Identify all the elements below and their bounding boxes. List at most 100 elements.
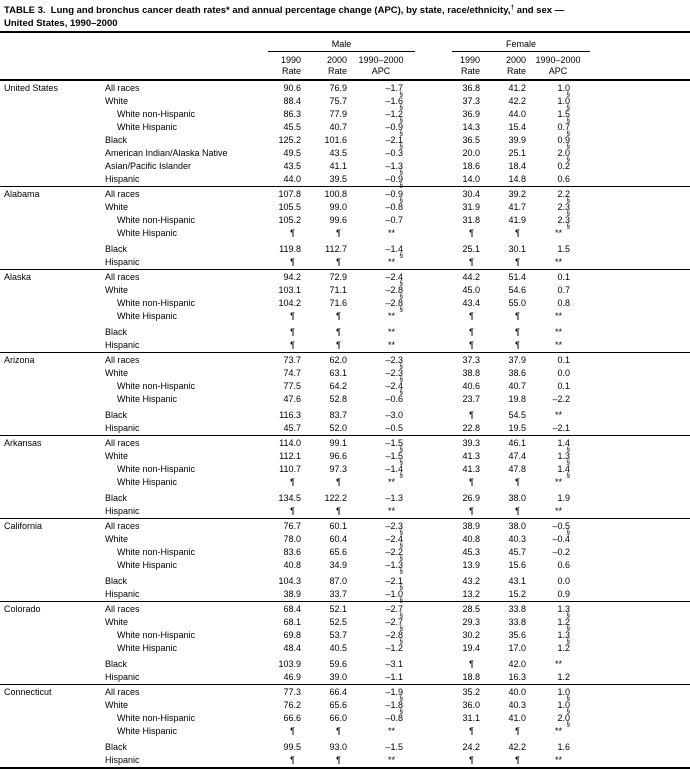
rate-cell: 76.2 <box>283 700 301 710</box>
table-row: White 68.1 52.5 –2.7 § 29.3 33.8 1.2 § <box>0 616 690 632</box>
table-row: White 112.1 96.6 –1.5 § 41.3 47.4 1.3 § <box>0 450 690 466</box>
column-gap-cell <box>403 520 452 533</box>
table-row: Hispanic ¶ ¶ ** ¶ ¶ ** <box>0 505 690 518</box>
rate-cell: 114.0 <box>279 438 301 448</box>
rate-cell: 77.9 <box>329 109 347 119</box>
race-ethnicity-label: All races <box>105 83 140 93</box>
column-gap-cell <box>403 380 452 393</box>
column-gap-cell <box>403 575 452 588</box>
apc-cell: ** <box>387 726 395 736</box>
rate-cell: 54.5 <box>508 410 526 420</box>
race-ethnicity-label: Hispanic <box>105 174 140 184</box>
column-gap-cell <box>403 642 452 655</box>
column-gap-cell <box>403 671 452 684</box>
rate-cell: 41.3 <box>462 464 480 474</box>
rate-cell: 72.9 <box>329 272 347 282</box>
apc-cell: 1.4 § <box>557 464 570 479</box>
table-row: Alabama All races 107.8 100.8 –0.9 § 30.4 39.2 2… <box>0 188 690 204</box>
table-row: White 105.5 99.0 –0.8 31.9 41.7 2.3 § <box>0 201 690 217</box>
rate-cell: 122.2 <box>324 493 347 503</box>
table-row: White non-Hispanic 77.5 64.2 –2.4 § 40.6 40.7 0… <box>0 380 690 396</box>
rate-cell: 40.8 <box>462 534 480 544</box>
table-row: White Hispanic 48.4 40.5 –1.2 19.4 17.0 1.2 <box>0 642 690 655</box>
column-gap-cell <box>403 559 452 572</box>
state-name-cell <box>0 754 100 767</box>
apc-cell: 2.0 § <box>557 713 570 728</box>
race-ethnicity-label: Black <box>105 410 128 420</box>
apc-cell: ** <box>554 311 562 321</box>
rate-cell: 13.9 <box>462 560 480 570</box>
state-name-cell <box>0 575 100 588</box>
apc-cell: –1.3 § <box>385 161 403 176</box>
column-gap-cell <box>403 476 452 489</box>
rate-cell: 25.1 <box>508 148 526 158</box>
apc-cell: –2.1 § <box>385 135 403 150</box>
rate-cell: 73.7 <box>283 355 301 365</box>
column-gap-cell <box>403 409 452 422</box>
race-ethnicity-label: White <box>105 368 129 378</box>
rate-cell: 60.4 <box>329 534 347 544</box>
rate-cell: 43.1 <box>508 576 526 586</box>
state-name-cell <box>0 422 100 435</box>
apc-cell: ** <box>554 410 562 420</box>
column-gap-cell <box>403 82 452 95</box>
table-row: Hispanic 45.7 52.0 –0.5 22.8 19.5 –2.1 <box>0 422 690 435</box>
rate-cell: ¶ <box>336 477 341 487</box>
column-gap-cell <box>403 437 452 450</box>
column-group-row: Male Female <box>0 37 690 52</box>
apc-cell: ** <box>387 477 395 487</box>
rate-cell: 116.3 <box>279 410 301 420</box>
header-spacer <box>0 55 268 66</box>
apc-cell: 1.3 § <box>557 451 570 466</box>
group-spacer-left <box>0 37 268 52</box>
apc-cell: –3.1 <box>385 659 403 669</box>
state-block: California All races 76.7 60.1 –2.3 § 38.9 38.0… <box>0 518 690 604</box>
column-gap-cell <box>403 741 452 754</box>
race-ethnicity-label: White non-Hispanic <box>117 464 196 474</box>
table-row: White 76.2 65.6 –1.8 § 36.0 40.3 1.0 § <box>0 699 690 715</box>
apc-cell: ** <box>554 257 562 267</box>
table-row: Hispanic ¶ ¶ ** ¶ ¶ ** <box>0 256 690 269</box>
group-spacer-mid <box>415 37 452 52</box>
apc-cell: –2.7 § <box>385 604 403 619</box>
apc-cell: –3.0 <box>385 410 403 420</box>
column-gap-cell <box>403 533 452 546</box>
state-name-cell <box>0 409 100 422</box>
apc-cell: –1.5 § <box>385 451 403 466</box>
male-rate-header-1: Rate <box>281 66 301 76</box>
female-apc-header: APC <box>548 66 568 76</box>
apc-cell: –0.2 <box>552 547 570 557</box>
apc-cell: –2.3 § <box>385 355 403 370</box>
rate-cell: 112.1 <box>279 451 301 461</box>
table-row: White 74.7 63.1 –2.3 § 38.8 38.6 0.0 <box>0 367 690 383</box>
state-name-cell: Connecticut <box>4 687 52 697</box>
apc-cell: –1.5 <box>385 742 403 752</box>
column-gap-cell <box>403 147 452 160</box>
rate-cell: 31.8 <box>462 215 480 225</box>
apc-cell: –2.1 § <box>385 576 403 591</box>
rate-cell: ¶ <box>469 340 474 350</box>
rate-cell: 39.3 <box>462 438 480 448</box>
rate-cell: 99.5 <box>283 742 301 752</box>
column-gap-cell <box>403 201 452 214</box>
rate-cell: ¶ <box>290 726 295 736</box>
apc-cell: 1.3 § <box>557 630 570 645</box>
apc-cell: 2.0 § <box>557 148 570 163</box>
apc-cell: –1.3 § <box>385 560 403 575</box>
rate-cell: 71.1 <box>329 285 347 295</box>
apc-cell: –2.2 § <box>385 547 403 562</box>
table-row: White non-Hispanic 83.6 65.6 –2.2 § 45.3 45.7 –… <box>0 546 690 562</box>
table-row: Hispanic 38.9 33.7 –1.0 § 13.2 15.2 0.9 <box>0 588 690 604</box>
apc-cell: 1.0 § <box>557 700 570 715</box>
rate-cell: ¶ <box>469 726 474 736</box>
state-name-cell <box>0 380 100 393</box>
table-row: White Hispanic 47.6 52.8 –0.6 23.7 19.8 –2.2 <box>0 393 690 406</box>
apc-cell: 1.0 § <box>557 96 570 111</box>
table-row: United States All races 90.6 76.9 –1.7 § 36.8 4… <box>0 82 690 98</box>
apc-cell: –0.5 <box>385 423 403 433</box>
state-name-cell <box>0 533 100 546</box>
column-gap-cell <box>403 658 452 671</box>
rate-cell: 30.2 <box>462 630 480 640</box>
rate-cell: 13.2 <box>462 589 480 599</box>
table-row: Hispanic ¶ ¶ ** ¶ ¶ ** <box>0 339 690 352</box>
